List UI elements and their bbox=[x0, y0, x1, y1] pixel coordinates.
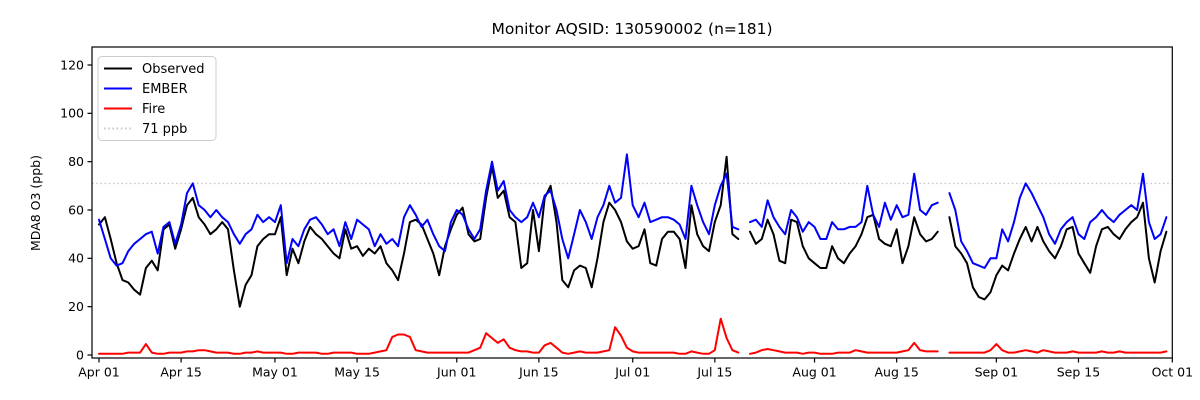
y-tick-label: 40 bbox=[68, 251, 84, 266]
legend-label: Observed bbox=[142, 62, 205, 77]
x-tick-label: Jul 01 bbox=[614, 365, 650, 380]
y-tick-label: 60 bbox=[68, 202, 84, 217]
series-layer bbox=[98, 153, 1168, 355]
legend-label: 71 ppb bbox=[142, 122, 187, 137]
legend-label: EMBER bbox=[142, 82, 188, 97]
x-tick-label: Oct 01 bbox=[1152, 365, 1194, 380]
y-tick-label: 100 bbox=[60, 106, 84, 121]
y-tick-label: 0 bbox=[76, 347, 84, 362]
series-observed-line bbox=[98, 155, 1168, 308]
series-fire-line bbox=[98, 317, 1168, 355]
y-axis-ticks: 0 20 40 60 80 100 120 bbox=[60, 57, 92, 362]
x-tick-label: Sep 01 bbox=[975, 365, 1018, 380]
x-tick-label: Aug 15 bbox=[875, 365, 919, 380]
x-tick-label: Aug 01 bbox=[792, 365, 836, 380]
y-tick-label: 80 bbox=[68, 154, 84, 169]
legend-label: Fire bbox=[142, 102, 165, 117]
y-tick-label: 20 bbox=[68, 299, 84, 314]
legend-box bbox=[97, 56, 217, 141]
legend: Observed EMBER Fire 71 ppb bbox=[97, 56, 217, 141]
x-tick-label: Jul 15 bbox=[696, 365, 732, 380]
y-tick-label: 120 bbox=[60, 57, 84, 72]
x-tick-label: Jun 01 bbox=[436, 365, 476, 380]
chart-title: Monitor AQSID: 130590002 (n=181) bbox=[491, 20, 772, 38]
x-tick-label: Sep 15 bbox=[1057, 365, 1100, 380]
x-tick-label: Apr 01 bbox=[78, 365, 120, 380]
series-ember-line bbox=[98, 153, 1168, 269]
x-tick-label: May 15 bbox=[334, 365, 380, 380]
x-tick-label: May 01 bbox=[252, 365, 298, 380]
x-tick-label: Apr 15 bbox=[160, 365, 202, 380]
y-axis-label: MDA8 O3 (ppb) bbox=[28, 155, 43, 251]
x-axis-ticks: Apr 01 Apr 15 May 01 May 15 Jun 01 Jun 15 Jul … bbox=[78, 358, 1193, 380]
x-tick-label: Jun 15 bbox=[518, 365, 558, 380]
